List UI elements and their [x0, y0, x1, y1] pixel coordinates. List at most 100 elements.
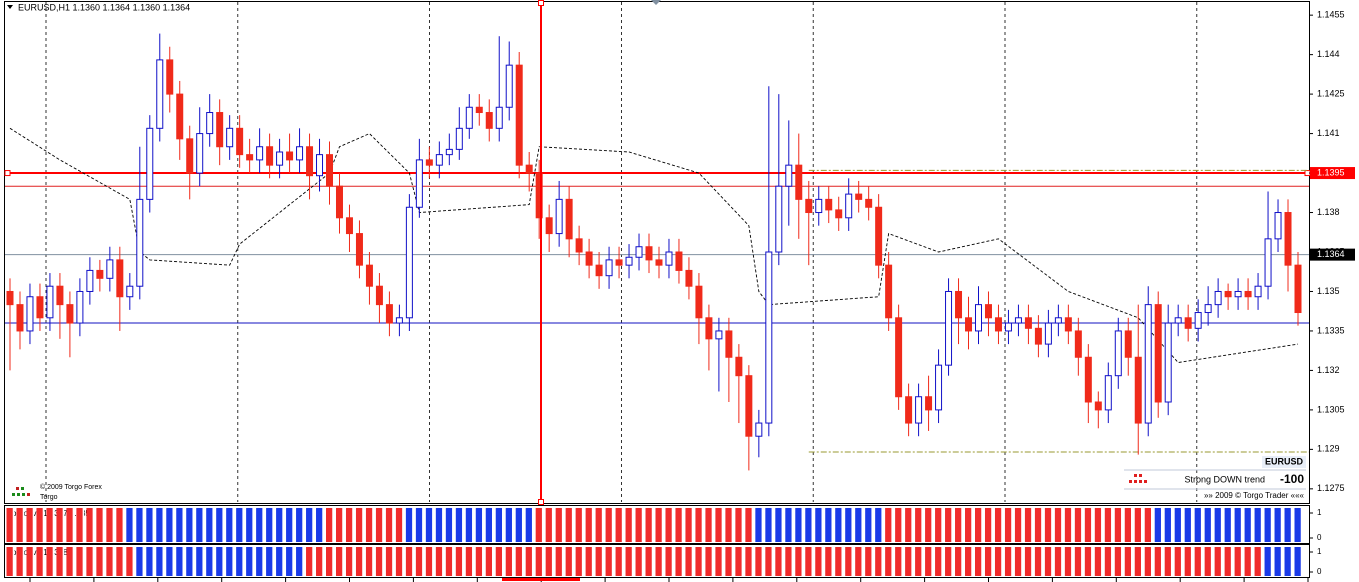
signal-bar: [565, 508, 573, 542]
candle-body: [106, 259, 114, 279]
candle-body: [635, 246, 643, 258]
chart-title: EURUSD,H1 1.1360 1.1364 1.1360 1.1364: [18, 2, 190, 12]
signal-bar: [575, 547, 583, 576]
signal-bar: [56, 547, 64, 576]
signal-bar: [1244, 547, 1252, 576]
candle-body: [605, 259, 613, 277]
line-handle[interactable]: [538, 499, 544, 505]
candle-body: [865, 198, 873, 208]
trend-icon: [1129, 474, 1147, 483]
signal-bar: [1034, 508, 1042, 542]
signal-bar: [176, 508, 184, 542]
y-tick-label: 1.1305: [1317, 404, 1345, 414]
signal-bar: [196, 547, 204, 576]
signal-bar: [345, 547, 353, 576]
candle-body: [1104, 375, 1112, 411]
signal-bar: [994, 547, 1002, 576]
signal-bar: [565, 547, 573, 576]
signal-bar: [1054, 547, 1062, 576]
candle-body: [26, 296, 34, 332]
signal-bar: [385, 508, 393, 542]
signal-bar: [1104, 508, 1112, 542]
candle-body: [825, 198, 833, 211]
signal-bar: [156, 508, 164, 542]
signal-bar: [1184, 547, 1192, 576]
signal-bar: [984, 547, 992, 576]
candle-body: [855, 193, 863, 200]
box-symbol: EURUSD: [1265, 456, 1304, 466]
signal-bar: [236, 547, 244, 576]
signal-bar: [675, 508, 683, 542]
trend-score: -100: [1280, 472, 1304, 486]
signal-bar: [425, 547, 433, 576]
candle-body: [885, 264, 893, 319]
signal-bar: [1024, 547, 1032, 576]
signal-bar: [405, 508, 413, 542]
line-handle[interactable]: [4, 170, 11, 177]
candle-body: [186, 138, 194, 174]
candle-body: [1244, 290, 1252, 298]
signal-bar: [585, 508, 593, 542]
candle-body: [1164, 322, 1172, 403]
shift-marker[interactable]: [651, 0, 661, 5]
candle-body: [455, 127, 463, 150]
signal-bar: [306, 508, 314, 542]
signal-bar: [1204, 508, 1212, 542]
signal-bar: [76, 547, 84, 576]
candle-body: [575, 238, 583, 253]
line-handle[interactable]: [538, 0, 544, 6]
candle-body: [845, 193, 853, 219]
signal-bar: [136, 508, 144, 542]
signal-bar: [375, 547, 383, 576]
signal-bar: [865, 508, 873, 542]
signal-bar: [705, 508, 713, 542]
candle-body: [136, 198, 144, 287]
candle-body: [166, 59, 174, 95]
signal-bar: [415, 547, 423, 576]
panel-tick-label: 0: [1317, 533, 1322, 542]
signal-bar: [835, 547, 843, 576]
signal-bar: [745, 547, 753, 576]
signal-bar: [1014, 547, 1022, 576]
signal-bar: [845, 547, 853, 576]
signal-bar: [515, 547, 523, 576]
signal-bar: [1044, 508, 1052, 542]
signal-bar: [455, 508, 463, 542]
y-tick-label: 1.132: [1317, 365, 1340, 375]
signal-bar: [575, 508, 583, 542]
signal-bar: [345, 508, 353, 542]
signal-bar: [545, 547, 553, 576]
candle-body: [755, 422, 763, 437]
signal-bar: [1094, 547, 1102, 576]
candle-body: [775, 185, 783, 253]
signal-bar: [1264, 508, 1272, 542]
signal-bar: [615, 547, 623, 576]
candle-body: [96, 269, 104, 279]
candle-body: [715, 330, 723, 340]
candle-body: [915, 396, 923, 424]
signal-bar: [1224, 508, 1232, 542]
signal-bar: [645, 508, 653, 542]
candle-body: [425, 159, 433, 166]
signal-bar: [485, 508, 493, 542]
candle-body: [56, 285, 64, 306]
menu-arrow[interactable]: [7, 5, 13, 9]
signal-bar: [1284, 547, 1292, 576]
signal-bar: [16, 508, 24, 542]
signal-bar: [735, 508, 743, 542]
signal-box: EURUSD Strong DOWN trend -100 »» 2009 © …: [1124, 456, 1306, 500]
candle-body: [86, 269, 94, 292]
signal-bar: [895, 508, 903, 542]
signal-bar: [765, 547, 773, 576]
signal-bar: [276, 547, 284, 576]
signal-bar: [915, 547, 923, 576]
signal-bar: [286, 508, 294, 542]
signal-bar: [505, 508, 513, 542]
candle-body: [1224, 290, 1232, 298]
candle-body: [1044, 322, 1052, 345]
signal-bar: [775, 508, 783, 542]
candle-body: [395, 317, 403, 324]
signal-bar: [256, 508, 264, 542]
candle-body: [256, 146, 264, 161]
signal-bar: [645, 547, 653, 576]
